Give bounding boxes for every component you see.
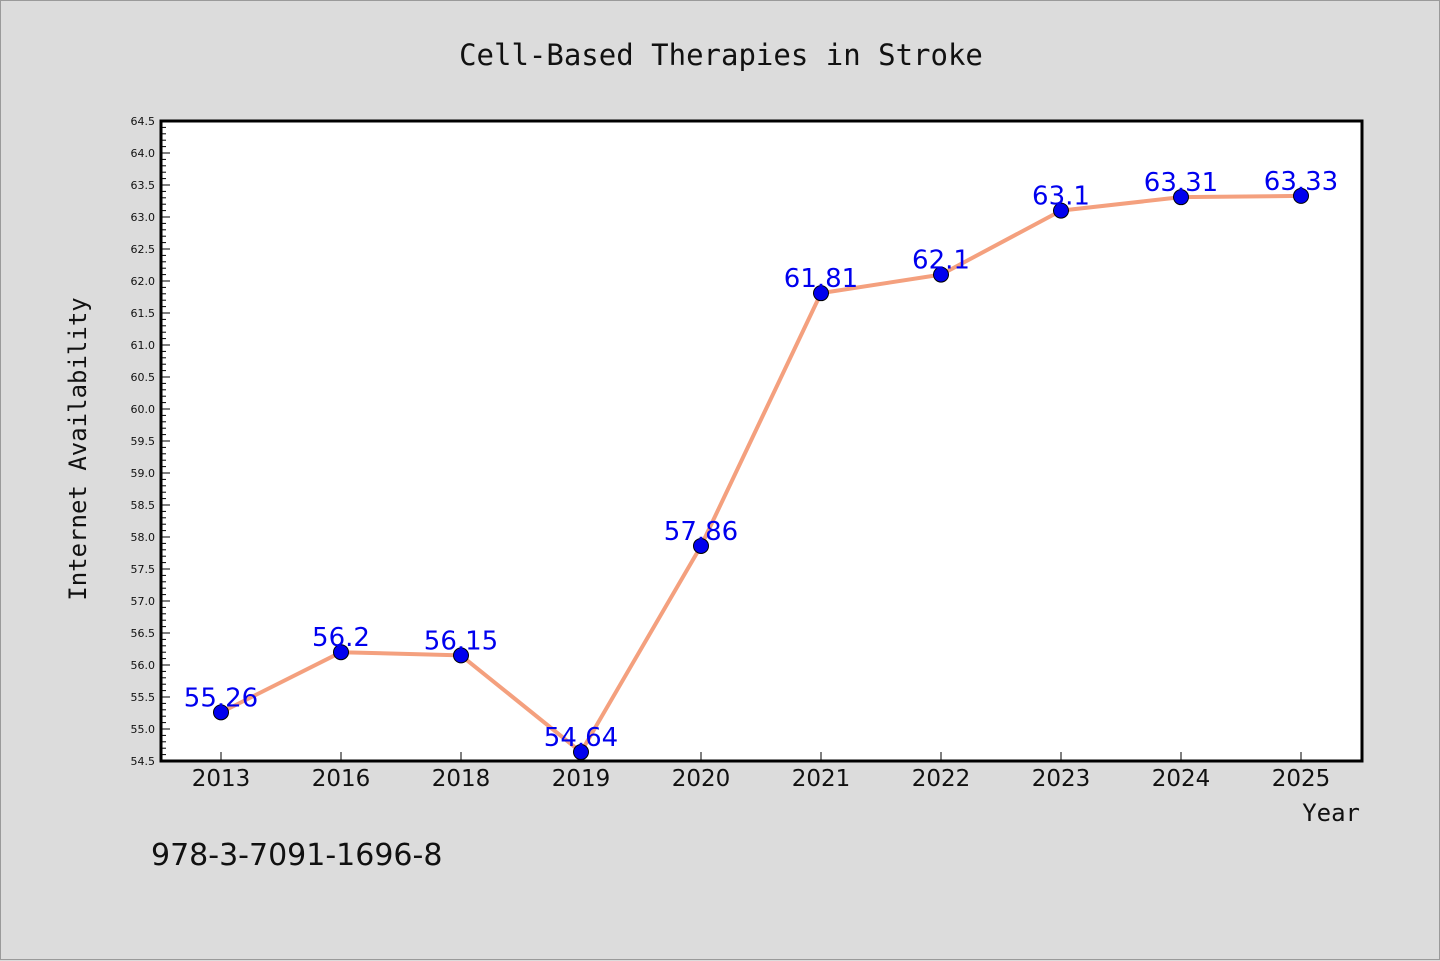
y-axis: 54.5 55.0 55.5 56.0 56.5 57.0 57.5 58.0 58.5 59.0… (131, 115, 170, 768)
data-point (693, 537, 709, 554)
data-point (1173, 189, 1189, 206)
y-tick-label: 60.5 (131, 371, 156, 384)
y-tick-label: 60.0 (131, 403, 156, 416)
y-tick-label: 62.0 (131, 275, 156, 288)
y-tick-label: 63.0 (131, 211, 156, 224)
data-label: 62.1 (912, 246, 970, 276)
y-tick-label: 59.5 (131, 435, 156, 448)
x-tick-label: 2021 (792, 766, 851, 792)
plot-area (159, 119, 1364, 763)
data-point (813, 285, 829, 302)
data-label: 63.31 (1144, 168, 1218, 198)
chart-title: Cell-Based Therapies in Stroke (459, 38, 983, 72)
y-tick-label: 58.5 (131, 499, 156, 512)
data-point (333, 644, 349, 661)
data-point (1053, 202, 1069, 219)
x-tick-label: 2024 (1152, 766, 1211, 792)
x-tick-label: 2023 (1032, 766, 1091, 792)
data-point (933, 266, 949, 283)
y-tick-label: 64.5 (131, 115, 156, 128)
y-tick-label: 56.0 (131, 659, 156, 672)
y-tick-label: 54.5 (131, 755, 156, 768)
y-tick-label: 58.0 (131, 531, 156, 544)
data-point (213, 704, 229, 721)
y-tick-label: 56.5 (131, 627, 156, 640)
data-point (453, 647, 469, 664)
data-label: 63.33 (1264, 167, 1338, 197)
data-label: 57.86 (664, 517, 738, 547)
x-tick-label: 2022 (912, 766, 971, 792)
x-tick-label: 2016 (312, 766, 371, 792)
data-label: 63.1 (1032, 182, 1090, 212)
series-line-group (213, 187, 1309, 761)
x-axis: 2013 2016 2018 2019 2020 2021 2022 2023 2024 2025 (192, 752, 1331, 792)
y-tick-label: 64.0 (131, 147, 156, 160)
x-tick-label: 2025 (1272, 766, 1331, 792)
y-tick-label: 61.5 (131, 307, 156, 320)
data-label: 56.15 (424, 626, 498, 656)
x-axis-label: Year (1302, 799, 1360, 827)
x-tick-label: 2019 (552, 766, 611, 792)
data-label: 61.81 (784, 264, 858, 294)
y-axis-label: Internet Availability (64, 297, 92, 600)
series-line (220, 193, 1302, 755)
x-tick-label: 2013 (192, 766, 251, 792)
y-tick-label: 57.5 (131, 563, 156, 576)
data-point (573, 744, 589, 761)
data-label: 55.26 (184, 683, 258, 713)
y-tick-label: 57.0 (131, 595, 156, 608)
isbn-text: 978-3-7091-1696-8 (151, 838, 442, 873)
data-point (1293, 187, 1309, 204)
data-label-group: 55.26 56.2 56.15 54.64 57.86 61.81 62.1 63.1 63.… (184, 167, 1338, 753)
y-tick-label: 63.5 (131, 179, 156, 192)
y-tick-label: 59.0 (131, 467, 156, 480)
y-tick-label: 61.0 (131, 339, 156, 352)
data-label: 56.2 (312, 623, 370, 653)
y-tick-label: 55.5 (131, 691, 156, 704)
x-tick-label: 2020 (672, 766, 731, 792)
y-tick-label: 55.0 (131, 723, 156, 736)
x-tick-label: 2018 (432, 766, 491, 792)
y-tick-label: 62.5 (131, 243, 156, 256)
data-label: 54.64 (544, 723, 618, 753)
